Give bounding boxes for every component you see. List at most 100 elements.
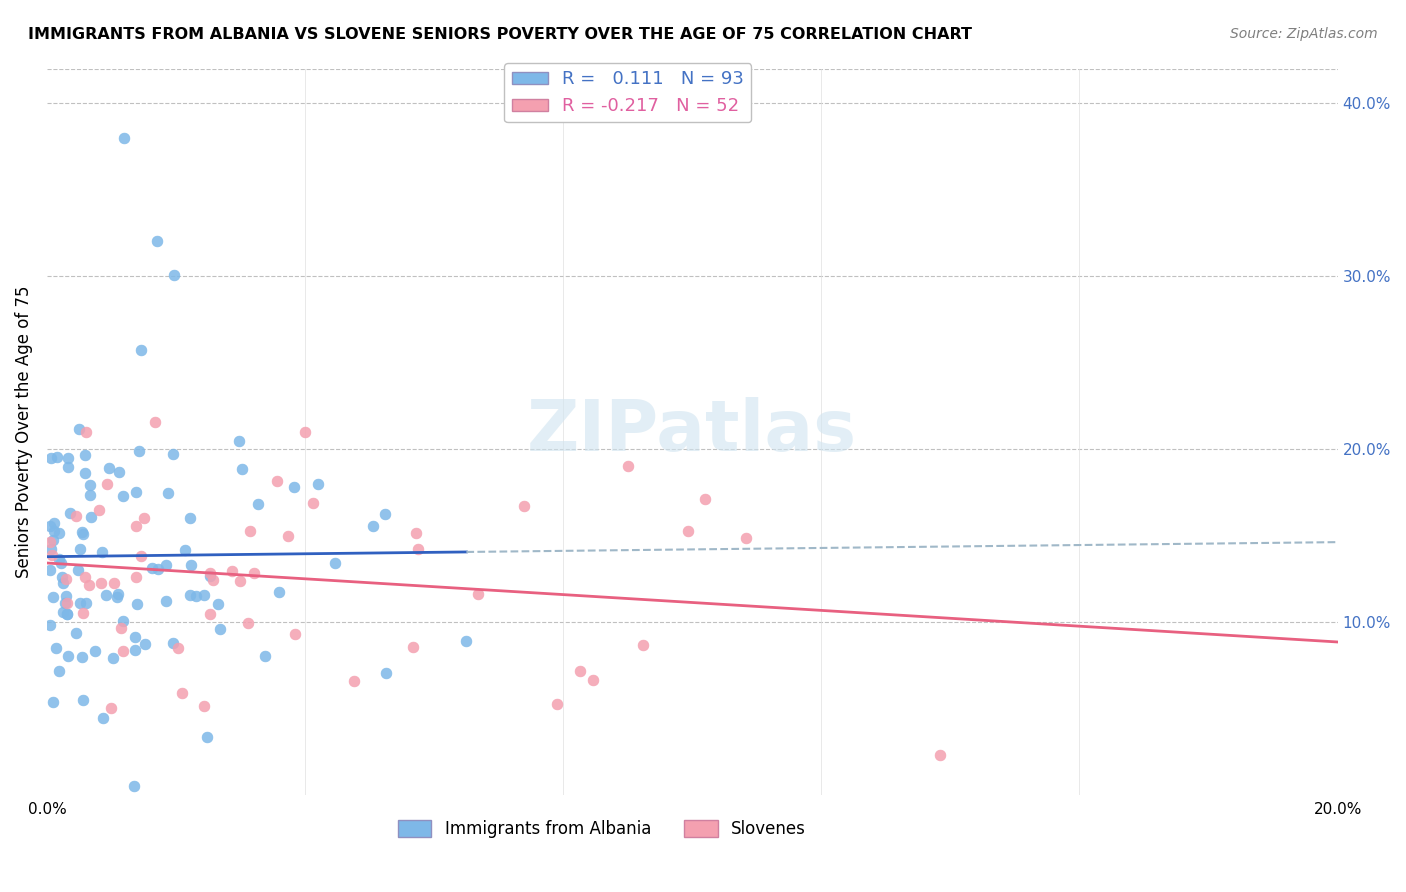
Point	[90, 575, 112, 590]
Point	[112, 130, 135, 145]
Point	[228, 434, 250, 449]
Point	[221, 564, 243, 578]
Point	[75, 597, 97, 611]
Point	[243, 566, 266, 581]
Point	[80, 509, 103, 524]
Point	[342, 674, 364, 689]
Point	[202, 573, 225, 587]
Point	[253, 648, 276, 663]
Point	[70, 525, 93, 540]
Point	[695, 492, 717, 507]
Point	[101, 651, 124, 665]
Point	[97, 460, 120, 475]
Point	[208, 623, 231, 637]
Text: IMMIGRANTS FROM ALBANIA VS SLOVENE SENIORS POVERTY OVER THE AGE OF 75 CORRELATIO: IMMIGRANTS FROM ALBANIA VS SLOVENE SENIO…	[28, 27, 972, 42]
Point	[53, 596, 76, 610]
Point	[52, 576, 75, 591]
Point	[108, 465, 131, 479]
Point	[124, 642, 146, 657]
Point	[105, 591, 128, 605]
Point	[172, 686, 194, 700]
Point	[69, 596, 91, 610]
Point	[55, 589, 77, 603]
Point	[39, 618, 62, 632]
Point	[155, 593, 177, 607]
Point	[735, 531, 758, 545]
Point	[96, 477, 118, 491]
Point	[41, 450, 63, 465]
Point	[247, 497, 270, 511]
Point	[39, 563, 62, 577]
Point	[44, 516, 66, 530]
Point	[167, 641, 190, 656]
Point	[582, 673, 605, 688]
Point	[124, 630, 146, 644]
Point	[467, 587, 489, 601]
Point	[546, 697, 568, 711]
Point	[112, 614, 135, 628]
Point	[51, 570, 73, 584]
Point	[75, 425, 97, 439]
Text: ZIPatlas: ZIPatlas	[527, 397, 858, 467]
Point	[200, 569, 222, 583]
Point	[134, 637, 156, 651]
Point	[307, 477, 329, 491]
Point	[94, 589, 117, 603]
Point	[124, 518, 146, 533]
Point	[236, 615, 259, 630]
Point	[67, 422, 90, 436]
Point	[156, 486, 179, 500]
Point	[122, 779, 145, 793]
Point	[616, 459, 638, 474]
Point	[66, 563, 89, 577]
Point	[48, 551, 70, 566]
Point	[103, 576, 125, 591]
Point	[89, 502, 111, 516]
Point	[193, 588, 215, 602]
Point	[231, 462, 253, 476]
Point	[323, 557, 346, 571]
Point	[132, 511, 155, 525]
Point	[266, 474, 288, 488]
Point	[90, 544, 112, 558]
Point	[284, 627, 307, 641]
Point	[180, 558, 202, 572]
Point	[179, 511, 201, 525]
Point	[39, 534, 62, 549]
Point	[127, 597, 149, 611]
Point	[48, 664, 70, 678]
Point	[58, 460, 80, 475]
Point	[179, 588, 201, 602]
Point	[198, 566, 221, 581]
Point	[55, 596, 77, 610]
Point	[361, 519, 384, 533]
Point	[678, 524, 700, 538]
Point	[42, 533, 65, 547]
Point	[374, 508, 396, 522]
Point	[45, 640, 67, 655]
Point	[193, 699, 215, 714]
Point	[269, 585, 291, 599]
Point	[148, 562, 170, 576]
Point	[195, 731, 218, 745]
Point	[56, 450, 79, 465]
Point	[55, 607, 77, 621]
Text: Source: ZipAtlas.com: Source: ZipAtlas.com	[1230, 27, 1378, 41]
Point	[73, 569, 96, 583]
Point	[162, 447, 184, 461]
Point	[239, 524, 262, 539]
Point	[141, 561, 163, 575]
Point	[125, 485, 148, 500]
Point	[41, 542, 63, 557]
Point	[162, 636, 184, 650]
Point	[568, 664, 591, 678]
Point	[55, 607, 77, 622]
Point	[73, 466, 96, 480]
Point	[928, 747, 950, 762]
Point	[79, 488, 101, 502]
Point	[65, 509, 87, 524]
Y-axis label: Seniors Poverty Over the Age of 75: Seniors Poverty Over the Age of 75	[15, 285, 32, 578]
Point	[111, 489, 134, 503]
Point	[375, 665, 398, 680]
Point	[39, 518, 62, 533]
